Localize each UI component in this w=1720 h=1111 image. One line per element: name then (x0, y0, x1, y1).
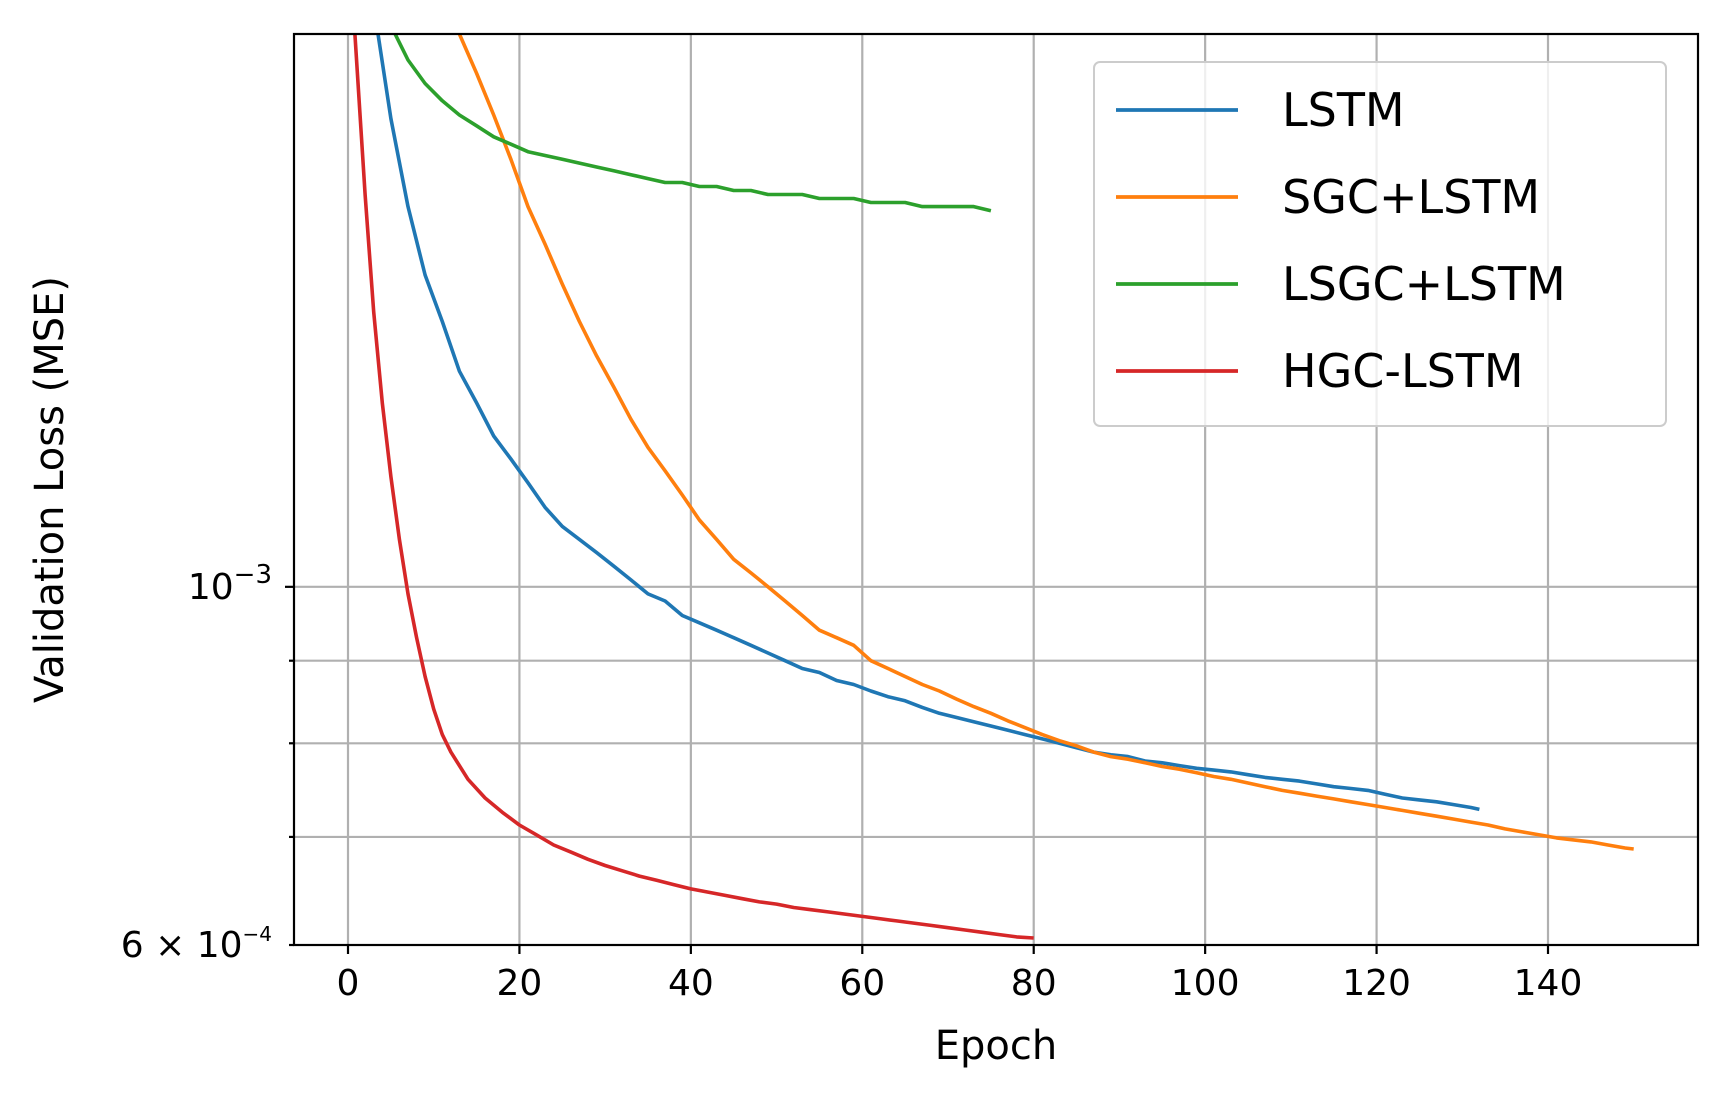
x-tick-label: 80 (1011, 963, 1057, 1004)
legend-label: LSGC+LSTM (1282, 257, 1566, 311)
y-axis-label: Validation Loss (MSE) (27, 276, 73, 703)
x-axis-label: Epoch (935, 1023, 1057, 1069)
legend: LSTM SGC+LSTM LSGC+LSTM HGC-LSTM (1094, 62, 1666, 426)
legend-label: LSTM (1282, 83, 1405, 137)
x-tick-label: 20 (497, 963, 543, 1004)
x-tick-label: 60 (839, 963, 885, 1004)
legend-label: HGC-LSTM (1282, 344, 1524, 398)
x-tick-label: 0 (337, 963, 360, 1004)
legend-label: SGC+LSTM (1282, 170, 1540, 224)
x-tick-label: 100 (1171, 963, 1240, 1004)
x-tick-label: 40 (668, 963, 714, 1004)
x-tick-label: 120 (1342, 963, 1411, 1004)
loss-chart: 0 20 40 60 80 100 120 14010−36 × 10−4 Epoch Val… (0, 0, 1720, 1111)
x-tick-label: 140 (1514, 963, 1583, 1004)
